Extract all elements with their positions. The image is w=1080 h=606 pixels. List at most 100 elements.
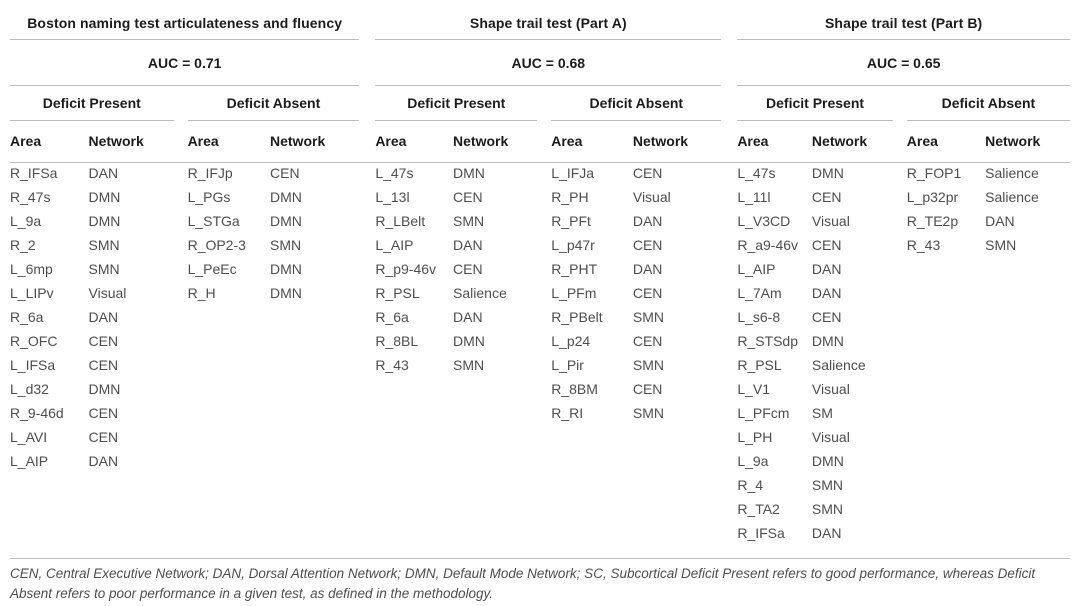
- area-cell: R_6a: [10, 309, 44, 325]
- area-cell: R_4: [737, 477, 763, 493]
- divider: [737, 120, 893, 121]
- table-row: R_2 SMN: [10, 233, 174, 257]
- table-row: L_6mp SMN: [10, 257, 174, 281]
- column-header-divider: [10, 162, 1070, 163]
- area-cell: R_a9-46v: [737, 237, 799, 253]
- area-cell: L_V3CD: [737, 213, 791, 229]
- divider: [187, 120, 360, 121]
- divider: [551, 120, 722, 121]
- area-cell: L_47s: [737, 165, 776, 181]
- table-row: R_a9-46v CEN: [737, 233, 892, 257]
- table-row: L_PeEc DMN: [188, 257, 360, 281]
- network-cell: Salience: [453, 285, 507, 301]
- table-row: R_PFt DAN: [551, 209, 721, 233]
- section-boston-naming-test: Boston naming test articulateness and fl…: [10, 6, 360, 545]
- table-row: R_IFSa DAN: [10, 161, 174, 185]
- area-cell: R_8BM: [551, 381, 598, 397]
- table-row: R_RI SMN: [551, 401, 721, 425]
- table-row: R_6a DAN: [10, 305, 174, 329]
- table-row: L_9a DMN: [737, 449, 892, 473]
- area-cell: R_9-46d: [10, 405, 64, 421]
- column-header-area: Area: [375, 133, 407, 149]
- table-row: L_PH Visual: [737, 425, 892, 449]
- network-cell: SMN: [811, 477, 844, 493]
- network-cell: CEN: [453, 189, 483, 205]
- column-header-network: Network: [270, 133, 326, 149]
- area-cell: L_IFSa: [10, 357, 56, 373]
- table-row: R_PSL Salience: [375, 281, 537, 305]
- table-row: L_s6-8 CEN: [737, 305, 892, 329]
- area-cell: R_2: [10, 237, 36, 253]
- network-cell: DMN: [88, 213, 121, 229]
- column-header-area: Area: [906, 133, 938, 149]
- table-row: R_PBelt SMN: [551, 305, 721, 329]
- network-cell: DMN: [811, 453, 844, 469]
- table-row: R_8BL DMN: [375, 329, 537, 353]
- area-cell: L_PFm: [551, 285, 597, 301]
- network-cell: DAN: [88, 165, 119, 181]
- network-cell: Visual: [88, 285, 127, 301]
- table-row: L_AIP DAN: [375, 233, 537, 257]
- auc-value: AUC = 0.65: [866, 54, 941, 71]
- table-row: L_AIP DAN: [737, 257, 892, 281]
- network-cell: DAN: [453, 309, 483, 325]
- table-row: L_9a DMN: [10, 209, 174, 233]
- divider: [737, 85, 1070, 86]
- network-cell: Salience: [985, 189, 1039, 205]
- table-row: L_V3CD Visual: [737, 209, 892, 233]
- network-cell: Visual: [632, 189, 671, 205]
- column-header-network: Network: [453, 133, 509, 149]
- table-row: L_IFSa CEN: [10, 353, 174, 377]
- network-cell: DMN: [88, 381, 121, 397]
- network-cell: DMN: [453, 333, 485, 349]
- area-cell: R_TA2: [737, 501, 780, 517]
- table-row: L_d32 DMN: [10, 377, 174, 401]
- footnote-divider: [10, 558, 1070, 559]
- network-cell: DMN: [453, 165, 485, 181]
- table-row: R_OFC CEN: [10, 329, 174, 353]
- network-cell: DMN: [270, 189, 302, 205]
- column-header-network: Network: [985, 133, 1041, 149]
- table-row: R_PSL Salience: [737, 353, 892, 377]
- area-cell: L_AVI: [10, 429, 48, 445]
- network-cell: CEN: [632, 381, 663, 397]
- area-cell: R_FOP1: [906, 165, 962, 181]
- network-cell: SMN: [632, 357, 664, 373]
- table-row: R_9-46d CEN: [10, 401, 174, 425]
- deficit-present-header: Deficit Present: [42, 95, 141, 111]
- area-cell: L_p32pr: [906, 189, 959, 205]
- area-cell: R_IFSa: [737, 525, 785, 541]
- area-cell: R_H: [187, 285, 216, 301]
- divider: [375, 39, 722, 40]
- table-row: R_43 SMN: [375, 353, 537, 377]
- network-cell: CEN: [811, 237, 842, 253]
- network-cell: SM: [811, 405, 833, 421]
- table-row: L_11l CEN: [737, 185, 892, 209]
- table-row: L_V1 Visual: [737, 377, 892, 401]
- network-cell: CEN: [88, 333, 119, 349]
- table-row: L_13l CEN: [375, 185, 537, 209]
- area-cell: R_LBelt: [375, 213, 426, 229]
- network-cell: CEN: [270, 165, 300, 181]
- table-row: L_LIPv Visual: [10, 281, 174, 305]
- area-cell: L_11l: [737, 189, 771, 205]
- column-header-area: Area: [10, 133, 42, 149]
- auc-value: AUC = 0.68: [511, 54, 586, 71]
- section-title: Shape trail test (Part B): [824, 14, 983, 31]
- area-cell: L_9a: [737, 453, 769, 469]
- column-header-area: Area: [737, 133, 769, 149]
- table-row: R_6a DAN: [375, 305, 537, 329]
- table-row: R_STSdp DMN: [737, 329, 892, 353]
- table-sections: Boston naming test articulateness and fl…: [10, 6, 1070, 545]
- area-cell: L_p24: [551, 333, 591, 349]
- area-cell: L_PFcm: [737, 405, 790, 421]
- table-row: L_PFcm SM: [737, 401, 892, 425]
- area-cell: L_Pir: [551, 357, 584, 373]
- area-cell: L_AIP: [375, 237, 414, 253]
- network-cell: DMN: [270, 261, 302, 277]
- area-cell: L_6mp: [10, 261, 53, 277]
- deficit-present-header: Deficit Present: [766, 95, 865, 111]
- table-row: R_PH Visual: [551, 185, 721, 209]
- network-cell: DMN: [270, 285, 302, 301]
- network-cell: SMN: [632, 309, 664, 325]
